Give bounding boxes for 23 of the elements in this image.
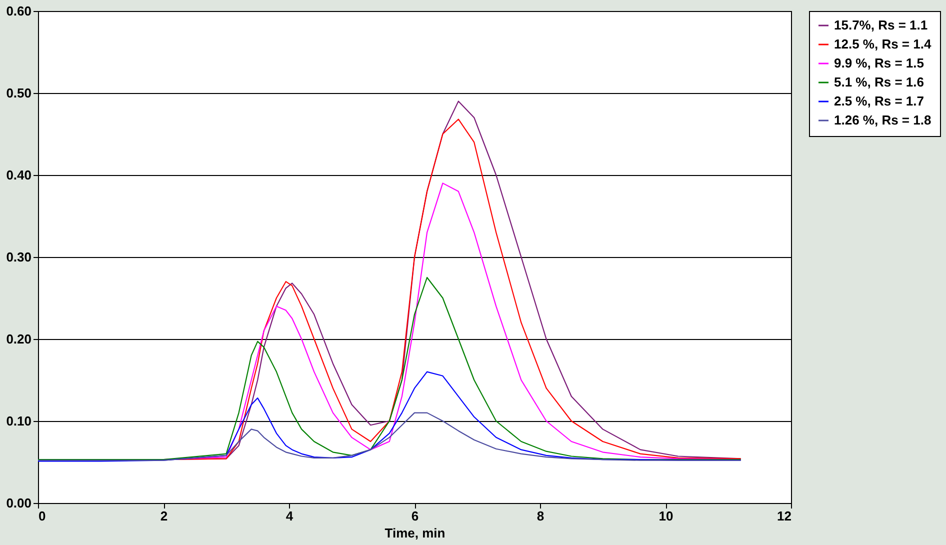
x-tick-label: 0 (38, 508, 46, 524)
legend-label: 12.5 %, Rs = 1.4 (834, 36, 932, 52)
x-tick-label: 2 (160, 508, 168, 524)
y-tick-label: 0.00 (6, 496, 32, 510)
x-tick-label: 10 (658, 508, 674, 524)
line-series (37, 412, 742, 461)
x-tick-label: 6 (411, 508, 419, 524)
x-tick-label: 8 (536, 508, 544, 524)
y-tick-label: 0.50 (6, 86, 32, 100)
x-tick-label: 4 (286, 508, 294, 524)
line-series (37, 276, 742, 460)
y-tick-label: 0.20 (6, 332, 32, 346)
legend-label: 1.26 %, Rs = 1.8 (834, 112, 932, 128)
y-tick-label: 0.40 (6, 168, 32, 182)
y-tick-label: 0.60 (6, 4, 32, 18)
x-tick-label: 12 (777, 508, 792, 524)
y-tick-label: 0.10 (6, 414, 32, 428)
legend-label: 15.7%, Rs = 1.1 (834, 18, 928, 32)
y-tick-label: 0.30 (6, 250, 32, 264)
legend-label: 5.1 %, Rs = 1.6 (834, 74, 924, 90)
x-axis-title: Time, min (384, 526, 446, 540)
legend-label: 2.5 %, Rs = 1.7 (834, 94, 924, 108)
legend-label: 9.9 %, Rs = 1.5 (834, 56, 924, 70)
